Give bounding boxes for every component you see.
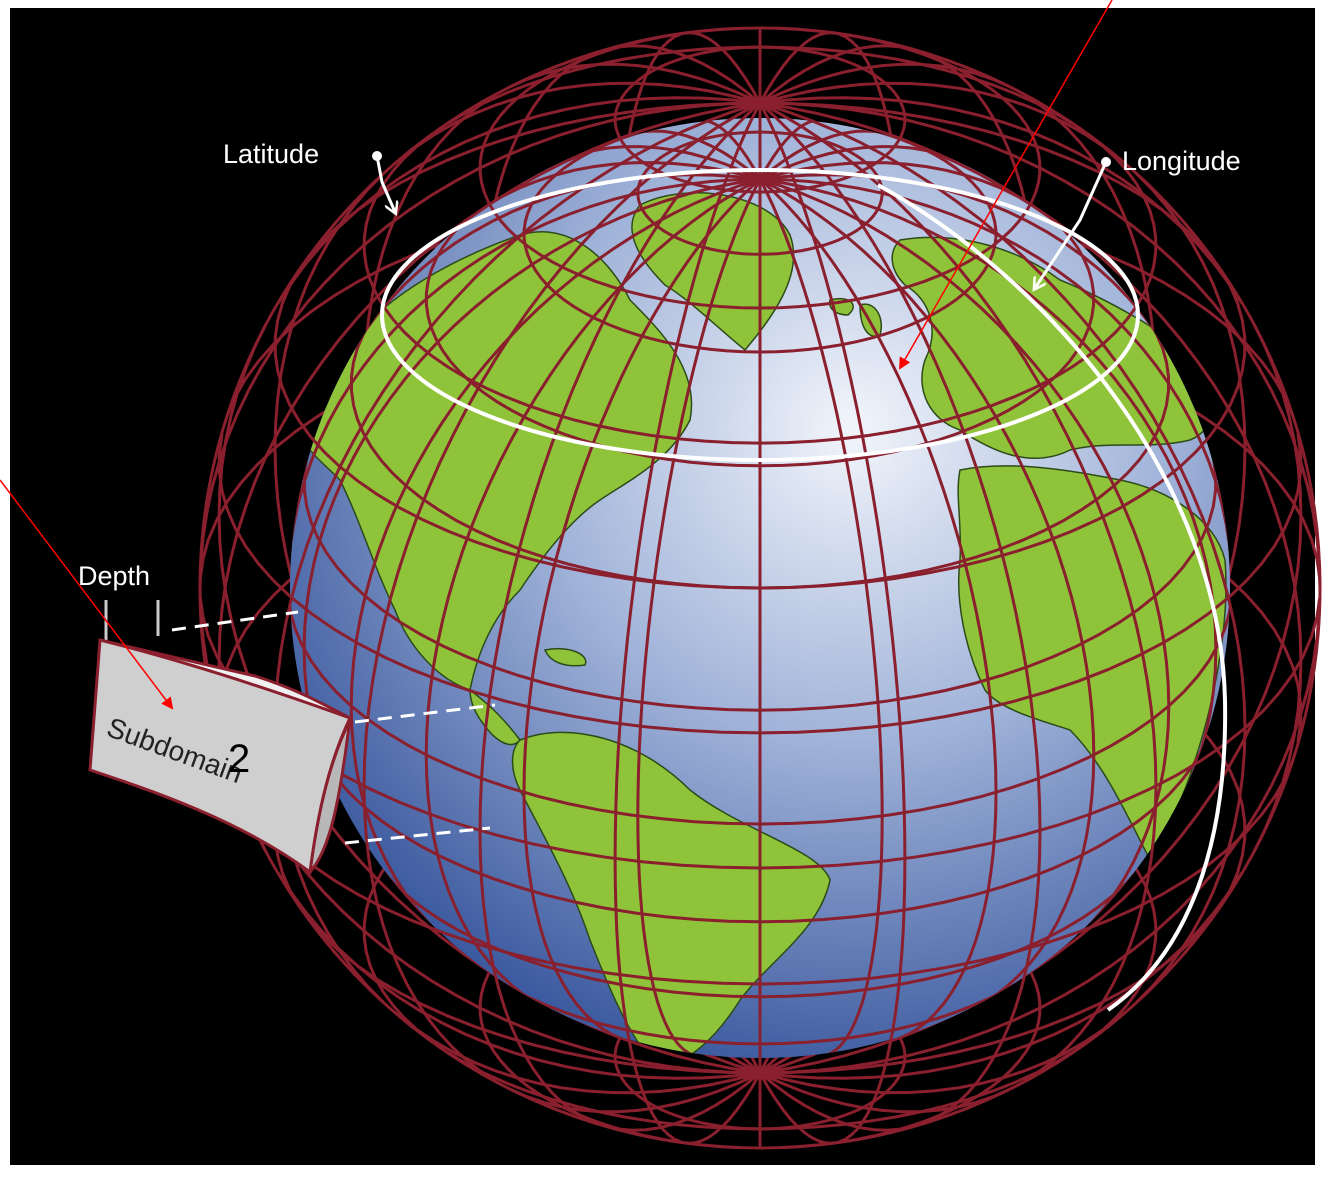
outer-grid-line <box>759 101 1158 1083</box>
outer-grid-line <box>759 81 1122 161</box>
latitude-ring <box>380 168 1140 462</box>
outer-grid-line <box>510 62 761 105</box>
grid-line <box>290 177 761 589</box>
outer-grid-line <box>758 102 907 1144</box>
outer-shell-outline <box>198 26 1322 1150</box>
central-america <box>469 688 521 746</box>
latitude-label: Latitude <box>223 139 319 169</box>
grid-line <box>759 177 1171 938</box>
outer-grid-line <box>276 871 761 1080</box>
outer-grid-line <box>510 1071 761 1114</box>
outer-grid-line <box>398 1015 761 1095</box>
subdomain-connectors <box>171 610 496 845</box>
outer-grid-line <box>759 96 1244 305</box>
annotation-arrow-icon <box>899 0 1113 370</box>
outer-grid-line <box>398 81 761 161</box>
outer-grid-line <box>759 101 1303 853</box>
outer-grid-line <box>276 96 761 305</box>
outer-grid-line <box>759 62 1010 105</box>
outer-grid-line <box>362 101 761 1083</box>
outer-grid-line <box>478 101 762 1125</box>
grid-line <box>758 178 884 1057</box>
grid-line <box>631 129 761 181</box>
outer-grid-line <box>759 44 913 105</box>
outer-grid-line <box>198 101 761 589</box>
grid-line <box>759 177 1218 811</box>
subdomain-number: 2 <box>228 737 250 781</box>
greenland <box>631 192 795 352</box>
outer-grid-line <box>607 1071 761 1132</box>
outer-grid-line <box>759 1071 1010 1114</box>
outer-grid-line <box>613 102 762 1144</box>
outer-grid-line <box>759 1015 1122 1095</box>
grid-line <box>349 177 761 938</box>
longitude-arc <box>877 183 1228 1012</box>
grid-line <box>522 178 762 1041</box>
longitude-arrow-icon <box>1035 161 1108 288</box>
annotation-arrow-icon <box>0 479 174 710</box>
latitude-arrow-icon <box>375 155 395 212</box>
outer-grid-line <box>758 31 833 104</box>
grid-line <box>759 177 1230 589</box>
depth-label: Depth <box>78 561 150 591</box>
outer-grid-line <box>687 31 762 104</box>
grid-line <box>302 177 761 811</box>
outer-grid-line <box>759 1071 913 1132</box>
subdomain-box: Subdomain 2 <box>88 638 353 877</box>
longitude-label: Longitude <box>1122 146 1241 176</box>
grid-line <box>636 178 762 1057</box>
grid-line <box>424 177 761 1005</box>
outer-grid-line <box>759 871 1244 1080</box>
grid-line <box>759 177 1096 1005</box>
grid-line <box>759 129 889 181</box>
outer-grid-line <box>607 44 761 105</box>
grid-line <box>758 178 998 1041</box>
outer-grid-line <box>759 101 1322 589</box>
south-america <box>511 731 831 1058</box>
outer-grid-line <box>758 101 1042 1125</box>
